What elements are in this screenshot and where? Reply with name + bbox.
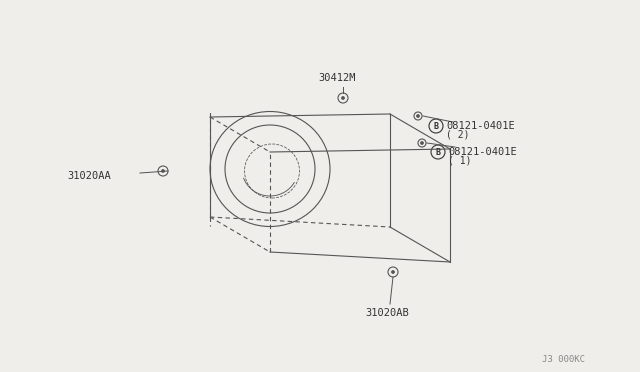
Text: ( 1): ( 1) bbox=[448, 155, 472, 165]
Circle shape bbox=[420, 141, 424, 144]
Text: ( 2): ( 2) bbox=[446, 129, 470, 139]
Text: 08121-0401E: 08121-0401E bbox=[446, 121, 515, 131]
Circle shape bbox=[161, 170, 164, 173]
Text: 30412M: 30412M bbox=[318, 73, 355, 83]
Circle shape bbox=[342, 96, 344, 99]
Text: J3 000KC: J3 000KC bbox=[542, 355, 585, 364]
Text: 31020AA: 31020AA bbox=[67, 171, 111, 181]
Circle shape bbox=[392, 270, 394, 273]
Circle shape bbox=[417, 115, 419, 118]
Text: 08121-0401E: 08121-0401E bbox=[448, 147, 516, 157]
Text: B: B bbox=[435, 148, 440, 157]
Text: 31020AB: 31020AB bbox=[365, 308, 409, 318]
Text: B: B bbox=[433, 122, 438, 131]
